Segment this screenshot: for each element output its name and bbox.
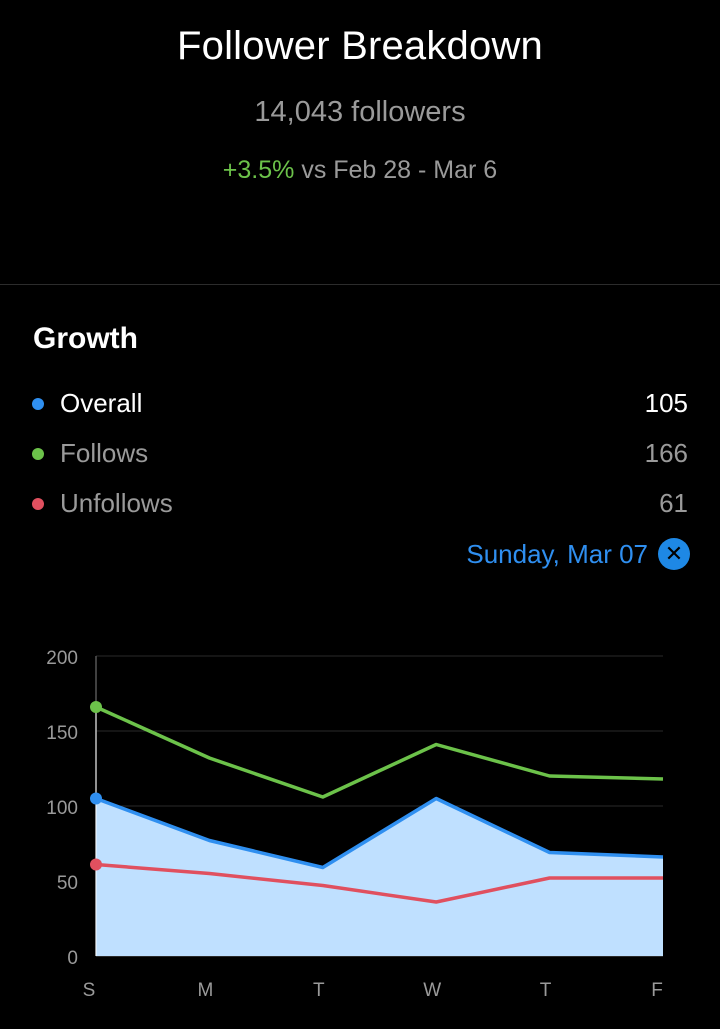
page-title: Follower Breakdown (177, 24, 543, 68)
selected-date: Sunday, Mar 07 (466, 538, 648, 569)
change-period: vs Feb 28 - Mar 6 (301, 156, 498, 184)
point-unfollows (90, 858, 102, 871)
growth-title: Growth (33, 322, 138, 355)
x-tick-label: F (651, 980, 663, 1001)
series-line-follows (95, 705, 664, 799)
growth-chart[interactable]: 200 150 100 50 0S M T W T F (0, 620, 720, 1020)
change-percent: +3.5% (222, 156, 295, 184)
y-tick-label: 150 (46, 723, 78, 744)
selected-date-chip: Sunday, Mar 07 ✕ (466, 536, 690, 572)
follower-count: 14,043 followers (254, 96, 466, 128)
series-line-overall (95, 796, 664, 870)
legend-label-overall: Overall (60, 388, 143, 418)
header: Follower Breakdown 14,043 followers +3.5… (0, 0, 720, 284)
legend-label-unfollows: Unfollows (60, 488, 173, 518)
divider (0, 284, 720, 285)
point-overall (90, 792, 102, 805)
x-tick-label: W (423, 980, 441, 1001)
y-tick-label: 0 (67, 948, 78, 969)
overall-dot-icon (32, 398, 44, 410)
legend-value-overall: 105 (644, 388, 688, 418)
y-tick-label: 100 (46, 798, 78, 819)
legend-row-overall[interactable]: Overall 105 (0, 384, 720, 424)
y-tick-label: 200 (46, 648, 78, 669)
follows-dot-icon (32, 448, 44, 460)
legend-label-follows: Follows (60, 438, 149, 468)
legend-row-follows[interactable]: Follows 166 (0, 434, 720, 474)
legend-value-unfollows: 61 (659, 488, 688, 518)
x-tick-label: T (540, 980, 552, 1001)
x-tick-label: T (313, 980, 325, 1001)
x-tick-label: S (83, 980, 96, 1001)
legend-value-follows: 166 (644, 438, 688, 468)
unfollows-dot-icon (32, 498, 44, 510)
series-line-unfollows (95, 862, 663, 904)
y-tick-label: 50 (57, 873, 78, 894)
legend-row-unfollows[interactable]: Unfollows 61 (0, 484, 720, 524)
area-fill-overall (96, 798, 663, 956)
follower-change: +3.5% vs Feb 28 - Mar 6 (0, 156, 720, 185)
x-tick-label: M (197, 980, 213, 1001)
close-icon[interactable]: ✕ (658, 538, 690, 570)
point-follows (90, 701, 102, 713)
